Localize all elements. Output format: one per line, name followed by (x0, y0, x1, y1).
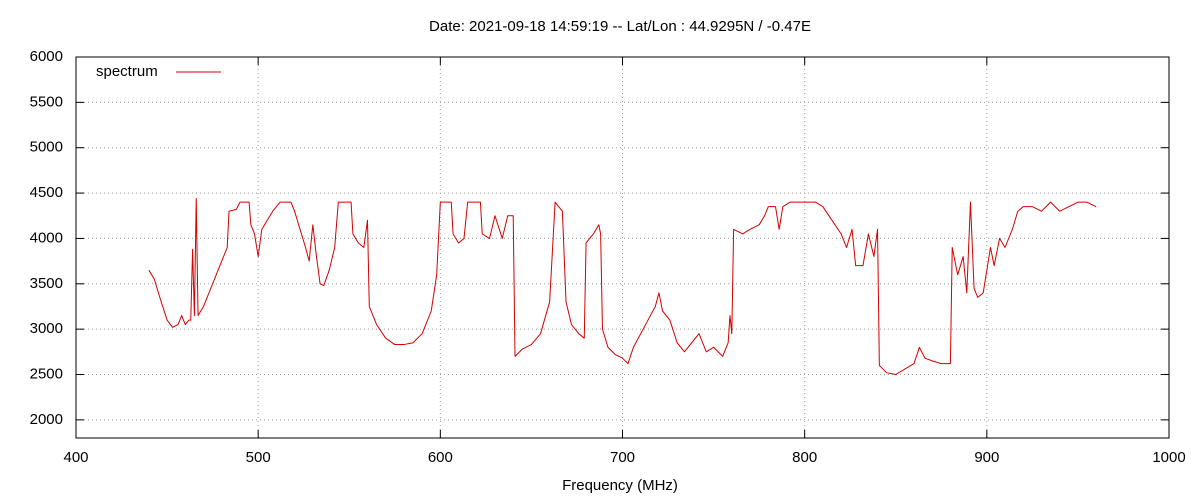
x-axis-label: Frequency (MHz) (562, 477, 678, 494)
x-tick-label: 400 (63, 449, 88, 466)
y-tick-label: 2000 (30, 411, 63, 428)
legend-label: spectrum (96, 63, 158, 80)
x-tick-label: 800 (792, 449, 817, 466)
x-tick-label: 700 (610, 449, 635, 466)
y-tick-label: 3000 (30, 320, 63, 337)
x-tick-label: 600 (428, 449, 453, 466)
plot-frame (75, 56, 1170, 439)
spectrum-line (148, 198, 1097, 375)
chart-title: Date: 2021-09-18 14:59:19 -- Lat/Lon : 4… (429, 18, 811, 35)
x-tick-label: 500 (246, 449, 271, 466)
x-tick-label: 1000 (1152, 449, 1185, 466)
x-tick-label: 900 (974, 449, 999, 466)
y-tick-label: 5500 (30, 93, 63, 110)
y-tick-label: 4500 (30, 184, 63, 201)
y-tick-label: 2500 (30, 365, 63, 382)
y-tick-label: 3500 (30, 275, 63, 292)
y-tick-label: 5000 (30, 139, 63, 156)
y-tick-label: 4000 (30, 229, 63, 246)
y-tick-label: 6000 (30, 48, 63, 65)
